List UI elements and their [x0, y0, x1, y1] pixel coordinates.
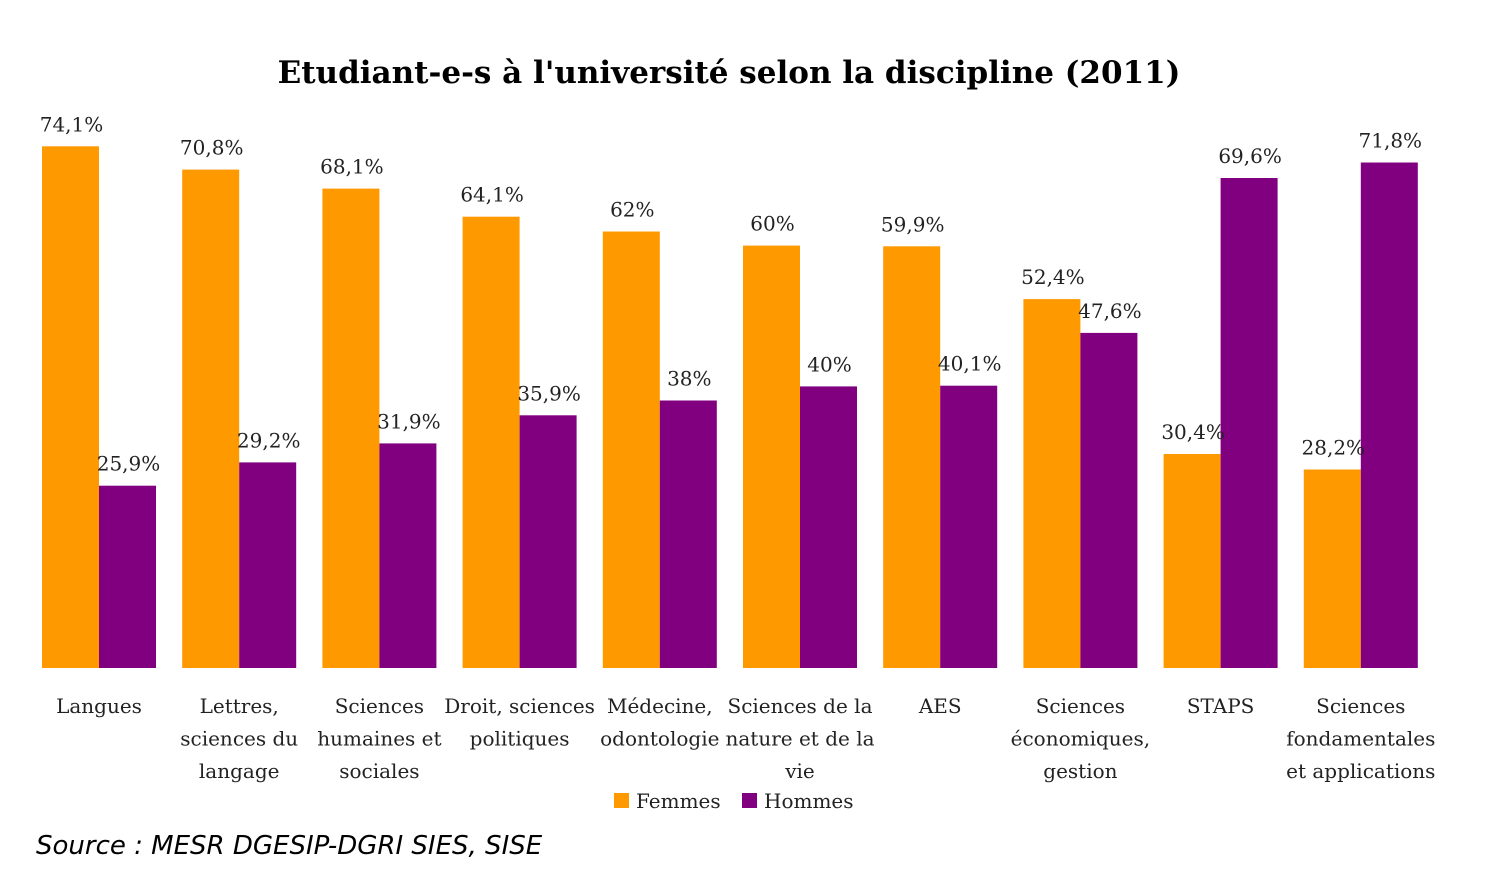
data-label-femmes-7: 52,4%: [1021, 265, 1085, 289]
chart: Etudiant-e-s à l'université selon la dis…: [40, 55, 1436, 813]
category-label-5: Sciences de la nature et de la vie: [725, 694, 874, 783]
legend: Femmes Hommes: [614, 789, 854, 813]
category-label-line: Médecine,: [607, 694, 713, 718]
category-label-4: Médecine, odontologie: [600, 694, 719, 751]
bar-femmes-3: [462, 216, 520, 668]
data-label-femmes-0: 74,1%: [40, 112, 104, 136]
category-label-line: Sciences: [1036, 694, 1125, 718]
legend-swatch-hommes: [742, 793, 757, 808]
category-label-line: et applications: [1286, 759, 1435, 783]
bar-femmes-5: [743, 245, 800, 668]
category-label-6: AES: [918, 694, 962, 718]
bar-femmes-1: [182, 169, 240, 668]
category-label-2: Sciences humaines et sociales: [317, 694, 441, 783]
bar-hommes-4: [659, 400, 717, 668]
bar-hommes-0: [99, 485, 156, 668]
category-label-line: sociales: [339, 759, 419, 783]
category-label-3: Droit, sciences politiques: [444, 694, 595, 751]
category-label-line: nature et de la: [725, 727, 874, 751]
bar-femmes-9: [1303, 469, 1361, 668]
data-label-hommes-1: 29,2%: [237, 428, 301, 452]
data-label-hommes-3: 35,9%: [517, 381, 581, 405]
category-label-line: langage: [199, 759, 280, 783]
bar-femmes-6: [883, 246, 941, 669]
bar-hommes-5: [800, 386, 857, 668]
category-label-line: politiques: [470, 727, 570, 751]
data-label-hommes-2: 31,9%: [377, 409, 441, 433]
bar-hommes-7: [1080, 332, 1138, 668]
bar-femmes-8: [1163, 454, 1221, 668]
data-label-hommes-5: 40%: [807, 352, 851, 376]
data-label-hommes-4: 38%: [667, 367, 711, 391]
bar-hommes-6: [940, 385, 998, 668]
bar-femmes-2: [322, 188, 380, 668]
bars-group: [42, 146, 1418, 669]
legend-label-femmes: Femmes: [636, 789, 721, 813]
category-label-line: gestion: [1043, 759, 1117, 783]
category-label-8: STAPS: [1187, 694, 1255, 718]
legend-swatch-femmes: [614, 793, 629, 808]
category-label-line: Langues: [56, 694, 142, 718]
bar-hommes-1: [239, 462, 297, 668]
legend-label-hommes: Hommes: [764, 789, 854, 813]
category-label-line: Lettres,: [200, 694, 279, 718]
chart-title: Etudiant-e-s à l'université selon la dis…: [278, 55, 1181, 91]
data-labels-group: 74,1% 25,9% 70,8% 29,2% 68,1% 31,9% 64,1% 35,9%…: [40, 112, 1422, 475]
category-label-0: Langues: [56, 694, 142, 718]
category-label-line: Sciences: [335, 694, 424, 718]
bar-femmes-4: [602, 231, 660, 668]
category-label-line: humaines et: [317, 727, 441, 751]
category-label-line: sciences du: [180, 727, 298, 751]
data-label-femmes-8: 30,4%: [1161, 420, 1225, 444]
category-label-line: économiques,: [1011, 727, 1151, 751]
category-label-9: Sciences fondamentales et applications: [1286, 694, 1435, 783]
category-label-1: Lettres, sciences du langage: [180, 694, 298, 783]
category-label-line: vie: [784, 759, 815, 783]
category-label-7: Sciences économiques, gestion: [1011, 694, 1151, 783]
data-label-femmes-3: 64,1%: [460, 183, 524, 207]
bar-femmes-7: [1023, 299, 1081, 668]
data-label-femmes-5: 60%: [750, 212, 794, 236]
category-labels-group: Langues Lettres, sciences du langage Science…: [56, 694, 1435, 783]
category-label-line: Sciences: [1316, 694, 1405, 718]
category-label-line: Droit, sciences: [444, 694, 595, 718]
data-label-hommes-6: 40,1%: [938, 352, 1002, 376]
bar-hommes-8: [1220, 178, 1278, 668]
data-label-hommes-7: 47,6%: [1078, 299, 1142, 323]
data-label-femmes-2: 68,1%: [320, 155, 384, 179]
data-label-femmes-4: 62%: [610, 198, 654, 222]
data-label-femmes-6: 59,9%: [881, 212, 945, 236]
bar-hommes-9: [1360, 162, 1418, 668]
category-label-line: STAPS: [1187, 694, 1255, 718]
category-label-line: AES: [918, 694, 962, 718]
category-label-line: odontologie: [600, 727, 719, 751]
source-note: Source : MESR DGESIP-DGRI SIES, SISE: [36, 831, 543, 861]
bar-hommes-2: [379, 443, 437, 668]
data-label-hommes-8: 69,6%: [1218, 144, 1282, 168]
data-label-hommes-9: 71,8%: [1359, 129, 1423, 153]
bar-femmes-0: [42, 146, 99, 669]
category-label-line: Sciences de la: [728, 694, 873, 718]
data-label-hommes-0: 25,9%: [97, 452, 161, 476]
bar-hommes-3: [519, 415, 577, 668]
data-label-femmes-9: 28,2%: [1302, 436, 1366, 460]
category-label-line: fondamentales: [1286, 727, 1435, 751]
data-label-femmes-1: 70,8%: [180, 136, 244, 160]
